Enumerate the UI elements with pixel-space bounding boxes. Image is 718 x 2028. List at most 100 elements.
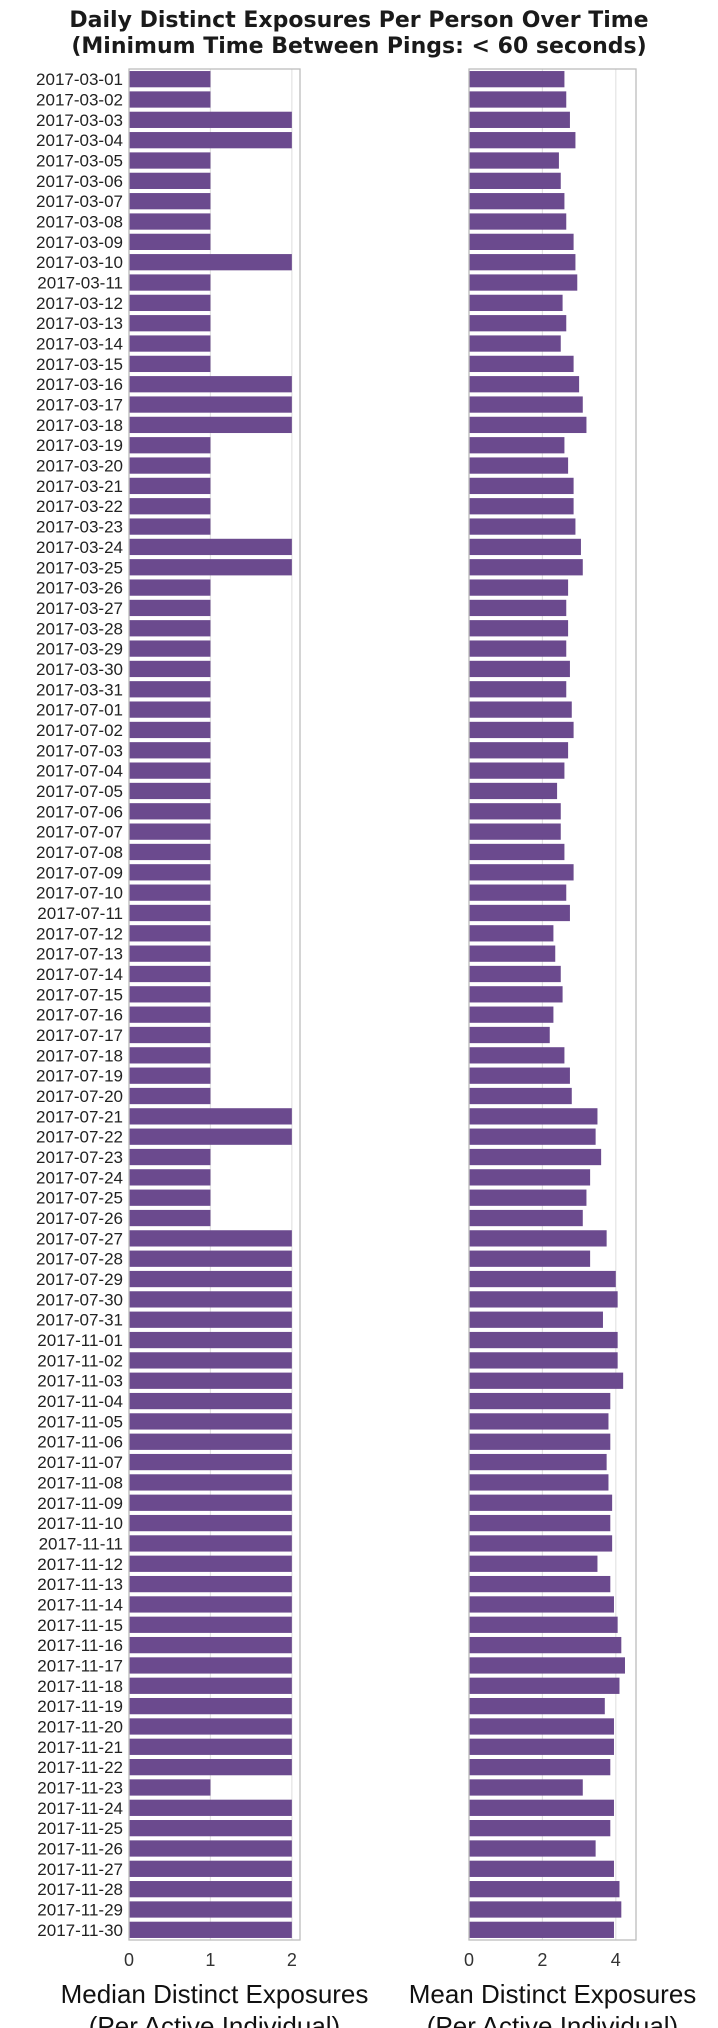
date-tick-label: 2017-11-23	[37, 1778, 123, 1797]
mean-bar	[469, 1738, 614, 1755]
date-tick-label: 2017-07-25	[36, 1189, 123, 1208]
date-tick-label: 2017-11-11	[39, 1534, 123, 1553]
date-tick-label: 2017-03-22	[36, 497, 123, 516]
median-bar	[129, 457, 211, 474]
median-bar	[129, 1718, 292, 1735]
date-tick-label: 2017-11-12	[37, 1555, 123, 1574]
median-bar	[129, 1779, 211, 1796]
date-tick-label: 2017-11-05	[37, 1412, 123, 1431]
median-bar	[129, 1067, 211, 1084]
median-bar	[129, 1494, 292, 1511]
median-bar	[129, 1331, 292, 1349]
mean-bar	[469, 91, 567, 108]
mean-bar	[469, 274, 578, 291]
mean-bar	[469, 111, 570, 128]
mean-bar	[469, 782, 558, 800]
mean-bar	[469, 1169, 591, 1186]
date-tick-label: 2017-11-01	[37, 1331, 123, 1350]
date-tick-label: 2017-11-19	[37, 1697, 123, 1716]
mean-bar	[469, 599, 567, 617]
median-bar	[129, 1636, 292, 1654]
median-bar	[129, 1514, 292, 1532]
date-tick-label: 2017-07-29	[36, 1270, 123, 1289]
mean-bar	[469, 1006, 554, 1023]
date-tick-label: 2017-07-07	[36, 823, 123, 842]
mean-bar	[469, 803, 561, 820]
median-bar	[129, 1352, 292, 1369]
mean-bar	[469, 538, 581, 556]
mean-bar	[469, 1881, 620, 1898]
median-bar	[129, 1026, 211, 1044]
mean-bar	[469, 1331, 618, 1349]
mean-bar	[469, 1636, 622, 1654]
mean-bar	[469, 660, 570, 678]
median-bar	[129, 559, 292, 576]
median-bar	[129, 640, 211, 657]
median-bar	[129, 152, 211, 169]
median-bar	[129, 233, 211, 250]
date-tick-label: 2017-11-22	[37, 1758, 123, 1777]
mean-bar	[469, 437, 565, 454]
mean-bar	[469, 335, 561, 352]
median-bar	[129, 965, 211, 983]
date-tick-label: 2017-03-07	[36, 192, 123, 211]
median-bar	[129, 1860, 292, 1877]
mean-bar	[469, 1820, 611, 1837]
mean-x-tick-label: 0	[464, 1950, 474, 1970]
date-tick-label: 2017-03-09	[36, 233, 123, 252]
median-bar	[129, 111, 292, 128]
median-bar	[129, 213, 211, 230]
date-tick-label: 2017-03-26	[36, 579, 123, 598]
median-bar	[129, 1759, 292, 1776]
mean-bar	[469, 416, 587, 434]
mean-bar	[469, 1087, 572, 1105]
median-bar	[129, 823, 211, 840]
date-tick-label: 2017-03-28	[36, 619, 123, 638]
mean-bar	[469, 640, 567, 657]
median-bar	[129, 1189, 211, 1206]
median-bar	[129, 1575, 292, 1593]
mean-bar	[469, 1270, 616, 1288]
mean-bar	[469, 1433, 611, 1450]
median-bar	[129, 1006, 211, 1023]
median-bar	[129, 762, 211, 779]
date-tick-label: 2017-03-12	[36, 294, 123, 313]
median-bar	[129, 620, 211, 637]
date-tick-label: 2017-11-03	[37, 1372, 123, 1391]
mean-plot-frame	[468, 68, 637, 1941]
date-tick-label: 2017-11-28	[37, 1880, 123, 1899]
median-bar	[129, 1840, 292, 1857]
date-tick-label: 2017-07-16	[36, 1006, 123, 1025]
mean-bar	[469, 457, 569, 474]
date-tick-label: 2017-11-13	[37, 1575, 123, 1594]
mean-bar	[469, 1494, 613, 1511]
date-tick-label: 2017-11-26	[37, 1839, 123, 1858]
mean-bar	[469, 1209, 583, 1227]
median-bar	[129, 721, 211, 739]
median-bar	[129, 1535, 292, 1552]
date-tick-label: 2017-03-18	[36, 416, 123, 435]
chart-title-line-1: Daily Distinct Exposures Per Person Over…	[69, 8, 649, 33]
median-bar	[129, 803, 211, 820]
mean-bar	[469, 742, 569, 759]
median-bar	[129, 172, 211, 189]
mean-bar	[469, 498, 574, 515]
mean-bar	[469, 213, 567, 230]
date-tick-label: 2017-07-28	[36, 1250, 123, 1269]
median-bar	[129, 1108, 292, 1125]
median-bar	[129, 498, 211, 515]
date-tick-label: 2017-03-06	[36, 172, 123, 191]
mean-bar	[469, 579, 569, 596]
mean-bar	[469, 1372, 624, 1389]
date-tick-label: 2017-03-13	[36, 314, 123, 333]
median-bar	[129, 1474, 292, 1491]
date-tick-label: 2017-07-19	[36, 1067, 123, 1086]
mean-bar	[469, 1291, 618, 1308]
date-tick-label: 2017-11-16	[37, 1636, 123, 1655]
date-tick-label: 2017-03-03	[36, 111, 123, 130]
mean-bar	[469, 172, 561, 189]
median-bar	[129, 1921, 292, 1938]
date-tick-label: 2017-03-30	[36, 660, 123, 679]
median-bar	[129, 1413, 292, 1430]
mean-bar	[469, 1474, 609, 1491]
